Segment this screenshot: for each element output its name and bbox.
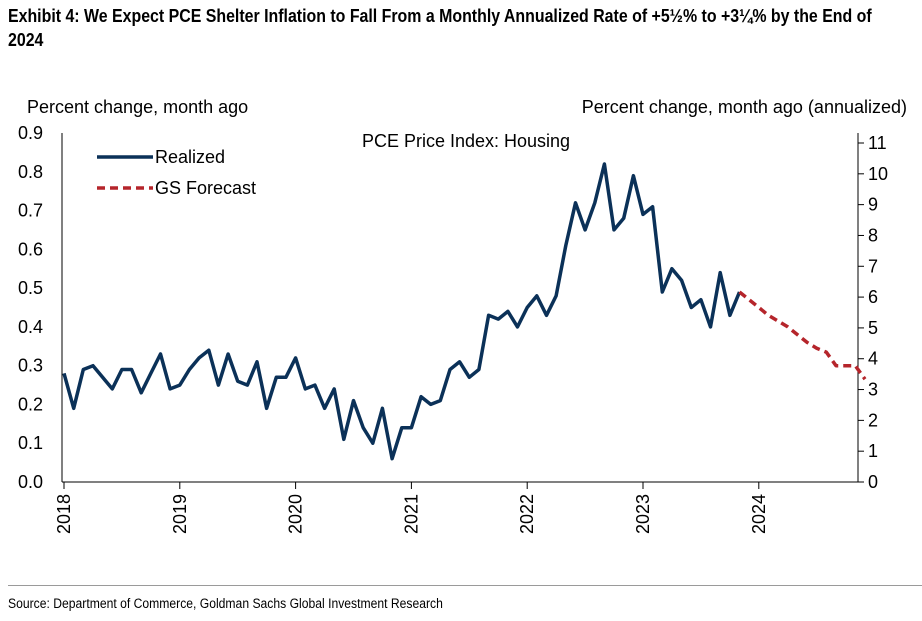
left-y-axis: 0.0 0.1 0.2 0.3 0.4 0.5 0.6 0.7 0.8 0.9 — [18, 123, 63, 492]
chart: Percent change, month ago Percent change… — [18, 97, 907, 534]
x-tick-label: 2019 — [170, 494, 190, 534]
right-tick-label: 11 — [868, 133, 887, 153]
x-tick-label: 2024 — [749, 494, 769, 534]
right-tick-label: 4 — [868, 349, 878, 369]
x-tick-label: 2020 — [286, 494, 306, 534]
left-tick-label: 0.9 — [18, 123, 43, 143]
right-tick-label: 0 — [868, 472, 878, 492]
right-tick-label: 10 — [868, 164, 888, 184]
right-tick-label: 9 — [868, 195, 878, 215]
left-axis-title-group: Percent change, month ago — [27, 97, 248, 117]
source-note: Source: Department of Commerce, Goldman … — [8, 596, 443, 611]
legend-forecast-label: GS Forecast — [155, 178, 256, 198]
x-axis: 2018 2019 2020 2021 2022 2023 2024 — [54, 481, 858, 534]
footer-divider — [8, 585, 922, 586]
left-tick-label: 0.1 — [18, 433, 43, 453]
x-tick-label: 2022 — [517, 494, 537, 534]
x-tick-label: 2021 — [401, 494, 421, 534]
left-tick-label: 0.7 — [18, 201, 43, 221]
left-tick-label: 0.0 — [18, 472, 43, 492]
left-tick-label: 0.6 — [18, 239, 43, 259]
forecast-series-line — [738, 290, 867, 381]
right-tick-label: 2 — [868, 410, 878, 430]
right-tick-label: 7 — [868, 256, 878, 276]
right-tick-label: 6 — [868, 287, 878, 307]
left-tick-label: 0.2 — [18, 394, 43, 414]
x-tick-label: 2018 — [54, 494, 74, 534]
left-tick-label: 0.8 — [18, 162, 43, 182]
right-y-axis: 0 1 2 3 4 5 6 7 8 9 10 11 — [857, 133, 888, 492]
left-tick-label: 0.5 — [18, 278, 43, 298]
realized-series-line — [62, 162, 742, 461]
legend: Realized GS Forecast — [97, 147, 256, 198]
legend-realized-label: Realized — [155, 147, 225, 167]
right-tick-label: 5 — [868, 318, 878, 338]
right-tick-label: 3 — [868, 380, 878, 400]
left-tick-label: 0.3 — [18, 356, 43, 376]
chart-title-header: Exhibit 4: We Expect PCE Shelter Inflati… — [8, 5, 872, 50]
series-layer — [62, 162, 867, 461]
left-axis-title: Percent change, month ago — [27, 97, 248, 117]
right-tick-label: 1 — [868, 441, 878, 461]
right-axis-title: Percent change, month ago (annualized) — [582, 97, 907, 117]
x-tick-label: 2023 — [633, 494, 653, 534]
chart-inner-title: PCE Price Index: Housing — [362, 131, 570, 151]
left-tick-label: 0.4 — [18, 317, 43, 337]
right-tick-label: 8 — [868, 225, 878, 245]
